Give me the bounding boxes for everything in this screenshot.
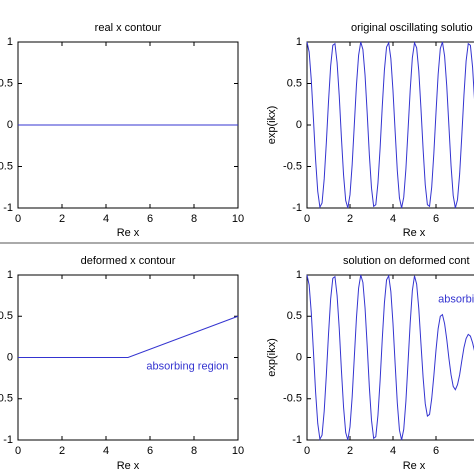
x-tick-label: 2 xyxy=(347,213,353,225)
x-tick-label: 6 xyxy=(147,213,153,225)
y-tick-label: 0 xyxy=(296,351,302,363)
data-line xyxy=(18,315,239,358)
y-tick-label: 1 xyxy=(296,36,302,48)
axes-title: real x contour xyxy=(95,22,162,34)
x-tick-label: 0 xyxy=(304,445,310,457)
y-tick-label: 0 xyxy=(7,119,13,131)
x-tick-label: 2 xyxy=(59,445,65,457)
x-tick-label: 0 xyxy=(15,445,21,457)
y-tick-label: 0.5 xyxy=(287,310,302,322)
x-tick-label: 2 xyxy=(59,213,65,225)
y-tick-label: -1 xyxy=(292,202,302,214)
y-tick-label: -1 xyxy=(3,202,13,214)
y-tick-label: 0 xyxy=(296,119,302,131)
x-tick-label: 2 xyxy=(347,445,353,457)
x-tick-label: 10 xyxy=(232,445,244,457)
y-tick-label: 1 xyxy=(296,269,302,281)
x-tick-label: 0 xyxy=(15,213,21,225)
x-axis-label: Re x xyxy=(403,227,426,239)
axes-title: solution on deformed cont xyxy=(343,255,470,267)
x-tick-label: 8 xyxy=(191,445,197,457)
x-axis-label: Re x xyxy=(117,227,140,239)
y-tick-label: -1 xyxy=(292,434,302,446)
x-axis-label: Re x xyxy=(117,460,140,472)
axes-title: original oscillating solutio xyxy=(351,22,473,34)
y-tick-label: 1 xyxy=(7,269,13,281)
x-tick-label: 4 xyxy=(390,213,396,225)
y-tick-label: 0.5 xyxy=(0,77,13,89)
y-axis-label: exp(ikx) xyxy=(266,106,278,145)
x-tick-label: 0 xyxy=(304,213,310,225)
y-tick-label: -0.5 xyxy=(283,160,302,172)
axes-title: deformed x contour xyxy=(81,255,176,267)
y-tick-label: -0.5 xyxy=(0,160,13,172)
x-tick-label: 4 xyxy=(390,445,396,457)
y-tick-label: 0.5 xyxy=(0,310,13,322)
annotation: absorbi xyxy=(438,294,474,306)
x-tick-label: 4 xyxy=(103,213,109,225)
y-tick-label: -0.5 xyxy=(0,393,13,405)
x-tick-label: 8 xyxy=(191,213,197,225)
data-line xyxy=(306,274,474,441)
y-tick-label: -0.5 xyxy=(283,393,302,405)
x-tick-label: 6 xyxy=(433,445,439,457)
x-tick-label: 6 xyxy=(433,213,439,225)
y-tick-label: 0.5 xyxy=(287,77,302,89)
x-tick-label: 10 xyxy=(232,213,244,225)
y-tick-label: -1 xyxy=(3,434,13,446)
x-axis-label: Re x xyxy=(403,460,426,472)
x-tick-label: 4 xyxy=(103,445,109,457)
x-tick-label: 6 xyxy=(147,445,153,457)
data-line xyxy=(306,41,474,209)
y-tick-label: 0 xyxy=(7,351,13,363)
annotation: absorbing region xyxy=(146,360,228,372)
y-axis-label: exp(ikx) xyxy=(266,338,278,377)
y-tick-label: 1 xyxy=(7,36,13,48)
